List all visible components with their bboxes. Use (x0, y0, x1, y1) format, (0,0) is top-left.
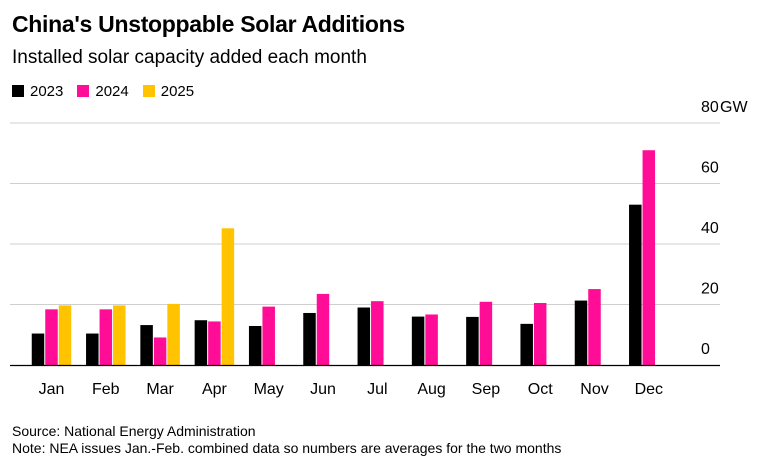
legend-swatch-2025 (142, 85, 155, 97)
y-tick-label: 20 (701, 281, 719, 298)
chart-subtitle: Installed solar capacity added each mont… (12, 47, 367, 68)
x-tick-label-oct: Oct (528, 381, 553, 398)
bar-oct-2023 (520, 323, 533, 365)
bar-mar-2024 (153, 337, 167, 365)
x-tick-label-apr: Apr (202, 381, 228, 398)
legend-item-2024: 2024 (77, 82, 129, 100)
legend-swatch-2024 (77, 85, 90, 97)
x-tick-label-jun: Jun (310, 381, 336, 398)
x-tick-label-nov: Nov (580, 381, 608, 398)
bars (31, 150, 656, 365)
bar-may-2024 (262, 306, 275, 365)
y-tick-label: 40 (701, 220, 719, 237)
legend-item-2023: 2023 (12, 83, 63, 100)
legend-label-2025: 2025 (160, 82, 195, 100)
footer: Source: National Energy Administration N… (12, 423, 561, 457)
bar-nov-2023 (574, 300, 588, 365)
bar-sep-2024 (479, 301, 493, 365)
x-tick-label-sep: Sep (472, 381, 501, 398)
bar-jun-2024 (316, 293, 330, 365)
source-note: Source: National Energy Administration (12, 423, 256, 439)
legend-swatch-2023 (12, 85, 24, 97)
bar-dec-2024 (642, 150, 656, 365)
chart-title: China's Unstoppable Solar Additions (12, 11, 405, 37)
x-tick-label-jul: Jul (367, 381, 387, 398)
x-tick-label-aug: Aug (417, 381, 445, 398)
bar-feb-2024 (99, 309, 113, 365)
legend-item-2025: 2025 (142, 82, 195, 100)
axis: 0 20 40 60 80 GW Jan Feb Mar Apr May Jun Jul Aug Sep Oc… (10, 99, 748, 398)
bar-jul-2024 (371, 301, 384, 365)
bar-sep-2023 (466, 316, 479, 365)
bar-mar-2023 (140, 325, 153, 365)
bar-aug-2024 (425, 314, 438, 365)
bar-jun-2023 (303, 312, 316, 365)
y-tick-label: 0 (701, 341, 710, 358)
x-tick-label-may: May (254, 381, 284, 398)
bar-jan-2023 (31, 333, 45, 365)
bar-jan-2024 (45, 309, 58, 365)
x-tick-label-feb: Feb (92, 381, 120, 398)
x-tick-label-dec: Dec (635, 381, 663, 398)
bar-aug-2023 (411, 316, 425, 365)
bar-jul-2023 (357, 307, 371, 365)
x-tick-label-jan: Jan (39, 381, 65, 398)
bar-mar-2025 (167, 303, 180, 365)
bar-apr-2024 (208, 321, 221, 365)
y-tick-label: 80 (701, 99, 719, 116)
bar-nov-2024 (588, 289, 601, 365)
legend: 2023 2024 2025 (12, 81, 208, 101)
bar-apr-2023 (194, 320, 208, 365)
bar-oct-2024 (533, 302, 547, 365)
legend-label-2023: 2023 (30, 82, 64, 100)
gridlines (10, 122, 720, 305)
bar-feb-2025 (113, 305, 126, 365)
bar-apr-2025 (221, 228, 235, 365)
bar-jan-2025 (58, 305, 72, 365)
footnote: Note: NEA issues Jan.-Feb. combined data… (12, 440, 562, 456)
legend-label-2024: 2024 (95, 82, 129, 100)
x-tick-label-mar: Mar (146, 381, 174, 398)
bar-may-2023 (248, 325, 262, 365)
y-tick-label: 60 (701, 160, 719, 177)
bar-feb-2023 (86, 333, 99, 365)
y-unit-label: GW (720, 99, 748, 116)
bar-dec-2023 (629, 204, 642, 365)
